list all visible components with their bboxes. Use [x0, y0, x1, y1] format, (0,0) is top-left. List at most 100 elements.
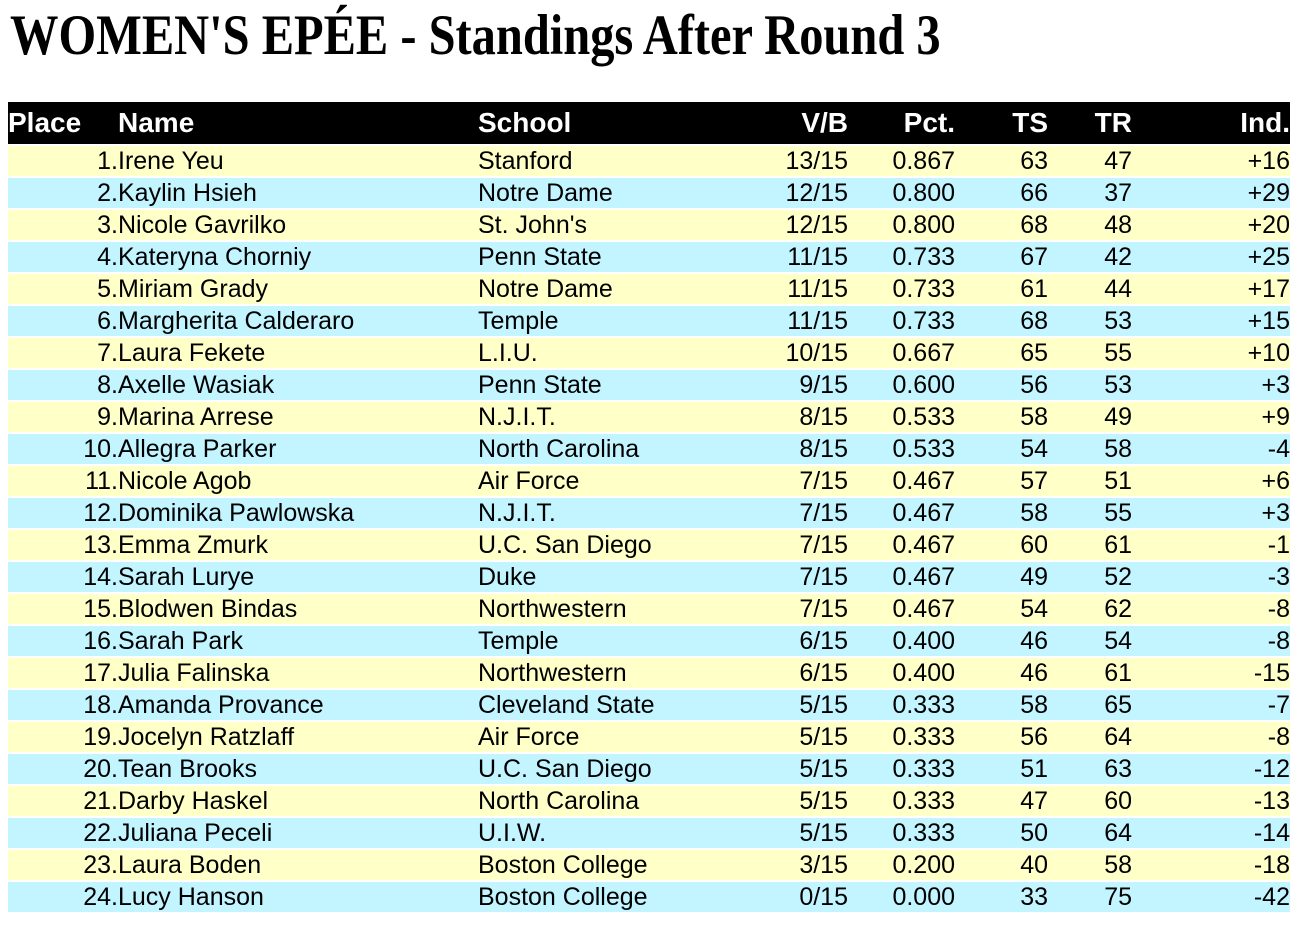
cell-tr: 54 — [1048, 625, 1132, 658]
cell-place: 11. — [8, 465, 118, 498]
column-header-ts: TS — [955, 102, 1048, 146]
cell-pct: 0.467 — [848, 593, 955, 626]
cell-ts: 65 — [955, 337, 1048, 370]
table-row: 2. Kaylin Hsieh Notre Dame 12/15 0.800 66 37 +2… — [8, 177, 1290, 210]
cell-ts: 58 — [955, 497, 1048, 530]
table-header-row: Place Name School V/B Pct. TS TR Ind. — [8, 102, 1290, 146]
cell-ts: 50 — [955, 817, 1048, 850]
cell-school: North Carolina — [478, 433, 728, 466]
cell-school: Cleveland State — [478, 689, 728, 722]
cell-ts: 58 — [955, 401, 1048, 434]
column-header-place: Place — [8, 102, 118, 146]
cell-name: Sarah Park — [118, 625, 478, 658]
cell-vb: 7/15 — [728, 465, 848, 498]
cell-place: 21. — [8, 785, 118, 818]
cell-pct: 0.400 — [848, 625, 955, 658]
cell-ind: -3 — [1132, 561, 1290, 594]
cell-tr: 51 — [1048, 465, 1132, 498]
cell-place: 22. — [8, 817, 118, 850]
cell-vb: 8/15 — [728, 401, 848, 434]
cell-tr: 52 — [1048, 561, 1132, 594]
cell-vb: 3/15 — [728, 849, 848, 882]
cell-tr: 64 — [1048, 721, 1132, 754]
cell-ts: 58 — [955, 689, 1048, 722]
cell-school: N.J.I.T. — [478, 497, 728, 530]
column-header-vb: V/B — [728, 102, 848, 146]
cell-pct: 0.333 — [848, 785, 955, 818]
cell-vb: 13/15 — [728, 145, 848, 178]
cell-pct: 0.733 — [848, 305, 955, 338]
table-row: 4. Kateryna Chorniy Penn State 11/15 0.733 67… — [8, 241, 1290, 274]
cell-ts: 57 — [955, 465, 1048, 498]
cell-ts: 47 — [955, 785, 1048, 818]
cell-vb: 5/15 — [728, 785, 848, 818]
table-row: 6. Margherita Calderaro Temple 11/15 0.733 68… — [8, 305, 1290, 338]
cell-ts: 67 — [955, 241, 1048, 274]
cell-pct: 0.867 — [848, 145, 955, 178]
cell-vb: 0/15 — [728, 881, 848, 914]
cell-tr: 58 — [1048, 849, 1132, 882]
cell-ts: 68 — [955, 209, 1048, 242]
table-row: 18. Amanda Provance Cleveland State 5/15 0.3… — [8, 689, 1290, 722]
table-row: 22. Juliana Peceli U.I.W. 5/15 0.333 50 64 -14 — [8, 817, 1290, 850]
cell-place: 3. — [8, 209, 118, 242]
cell-school: U.C. San Diego — [478, 529, 728, 562]
cell-pct: 0.467 — [848, 529, 955, 562]
cell-ind: +3 — [1132, 497, 1290, 530]
cell-name: Axelle Wasiak — [118, 369, 478, 402]
cell-ind: -1 — [1132, 529, 1290, 562]
cell-name: Allegra Parker — [118, 433, 478, 466]
table-row: 14. Sarah Lurye Duke 7/15 0.467 49 52 -3 — [8, 561, 1290, 594]
cell-school: L.I.U. — [478, 337, 728, 370]
cell-place: 13. — [8, 529, 118, 562]
cell-ind: +29 — [1132, 177, 1290, 210]
cell-school: Penn State — [478, 369, 728, 402]
column-header-tr: TR — [1048, 102, 1132, 146]
cell-ind: -8 — [1132, 593, 1290, 626]
cell-place: 16. — [8, 625, 118, 658]
cell-ts: 33 — [955, 881, 1048, 914]
cell-ind: +17 — [1132, 273, 1290, 306]
cell-name: Nicole Agob — [118, 465, 478, 498]
table-row: 7. Laura Fekete L.I.U. 10/15 0.667 65 55 +10 — [8, 337, 1290, 370]
cell-ind: +3 — [1132, 369, 1290, 402]
cell-ts: 49 — [955, 561, 1048, 594]
cell-tr: 75 — [1048, 881, 1132, 914]
cell-ts: 54 — [955, 593, 1048, 626]
cell-ind: +16 — [1132, 145, 1290, 178]
cell-ind: -4 — [1132, 433, 1290, 466]
table-row: 23. Laura Boden Boston College 3/15 0.200 40 5… — [8, 849, 1290, 882]
column-header-name: Name — [118, 102, 478, 146]
cell-pct: 0.333 — [848, 753, 955, 786]
cell-ts: 51 — [955, 753, 1048, 786]
cell-school: North Carolina — [478, 785, 728, 818]
cell-ind: -42 — [1132, 881, 1290, 914]
cell-pct: 0.733 — [848, 273, 955, 306]
table-row: 8. Axelle Wasiak Penn State 9/15 0.600 56 53 +3 — [8, 369, 1290, 402]
cell-ts: 46 — [955, 657, 1048, 690]
cell-pct: 0.333 — [848, 721, 955, 754]
cell-ind: +15 — [1132, 305, 1290, 338]
table-row: 24. Lucy Hanson Boston College 0/15 0.000 33 7… — [8, 881, 1290, 914]
cell-pct: 0.800 — [848, 209, 955, 242]
cell-name: Sarah Lurye — [118, 561, 478, 594]
cell-vb: 8/15 — [728, 433, 848, 466]
standings-body: 1. Irene Yeu Stanford 13/15 0.867 63 47 +16 2. Ka… — [8, 145, 1290, 914]
table-row: 20. Tean Brooks U.C. San Diego 5/15 0.333 51 6… — [8, 753, 1290, 786]
cell-vb: 9/15 — [728, 369, 848, 402]
cell-tr: 53 — [1048, 305, 1132, 338]
cell-vb: 12/15 — [728, 177, 848, 210]
cell-vb: 5/15 — [728, 721, 848, 754]
cell-school: Duke — [478, 561, 728, 594]
cell-name: Laura Boden — [118, 849, 478, 882]
cell-name: Darby Haskel — [118, 785, 478, 818]
cell-place: 7. — [8, 337, 118, 370]
cell-ts: 56 — [955, 721, 1048, 754]
cell-tr: 37 — [1048, 177, 1132, 210]
cell-school: Boston College — [478, 881, 728, 914]
cell-vb: 11/15 — [728, 273, 848, 306]
cell-vb: 7/15 — [728, 497, 848, 530]
cell-vb: 12/15 — [728, 209, 848, 242]
cell-school: Notre Dame — [478, 273, 728, 306]
